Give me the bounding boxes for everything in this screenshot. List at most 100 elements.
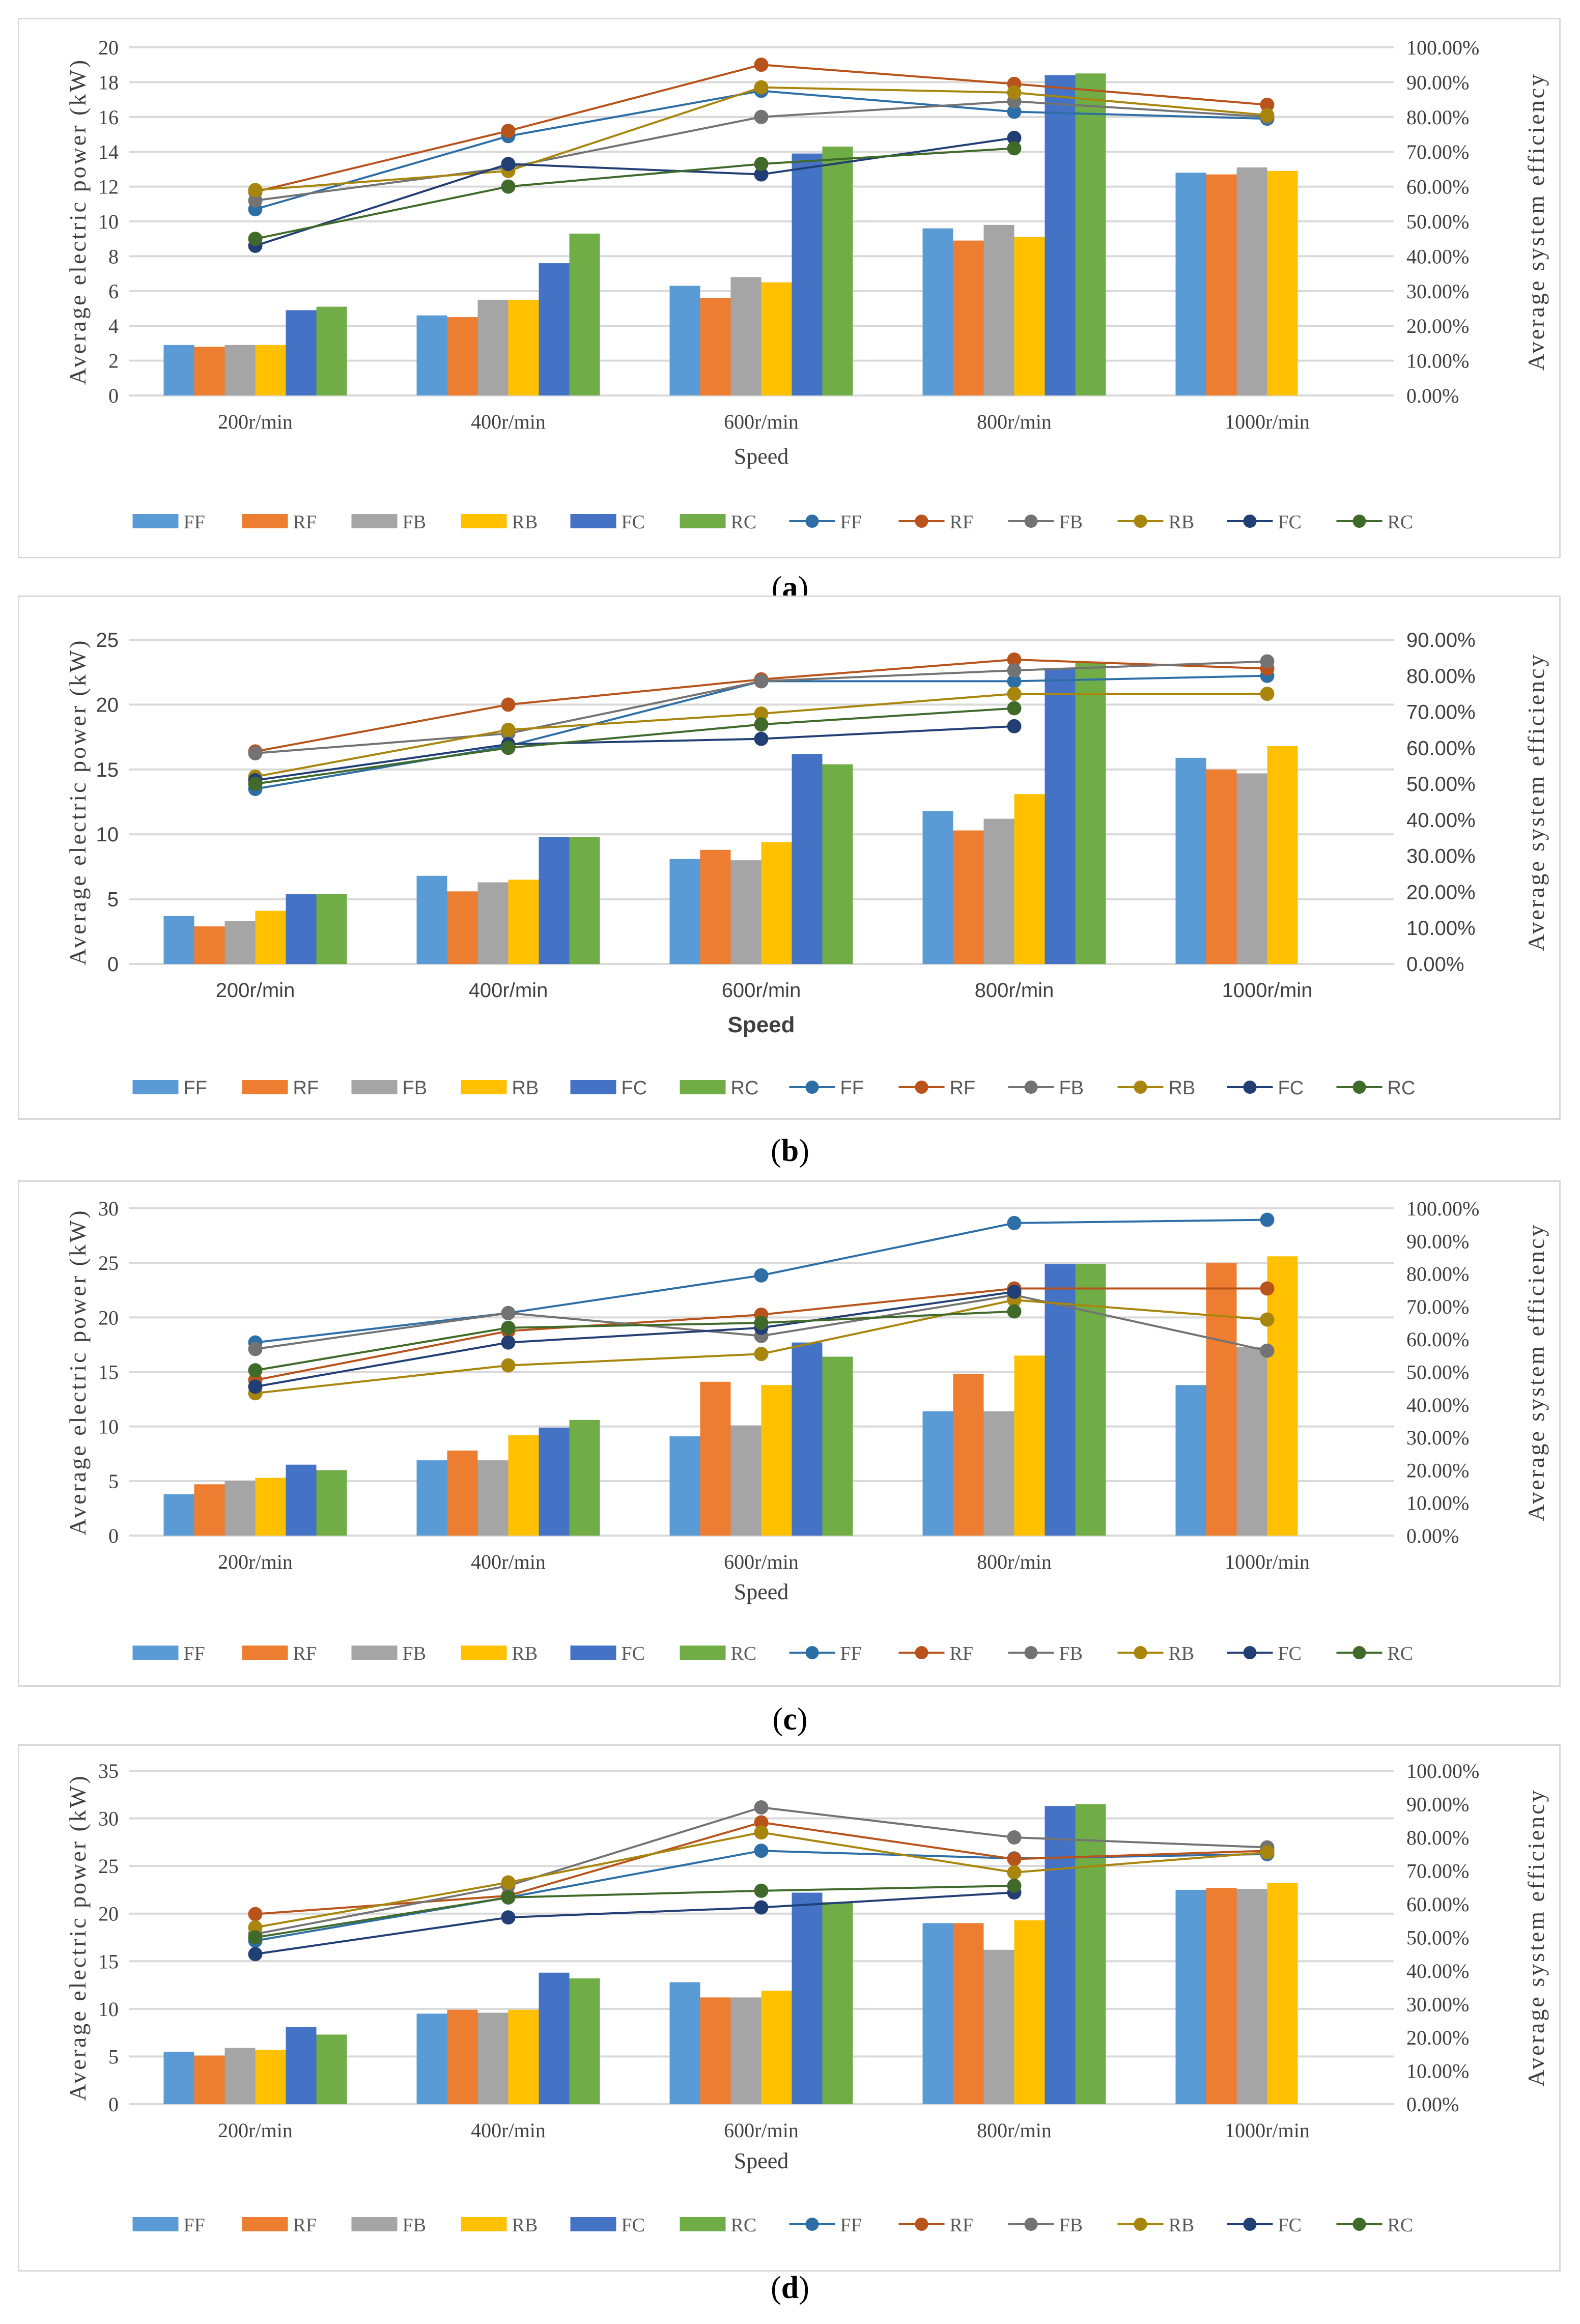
y2-tick-label: 60.00%	[1406, 737, 1476, 759]
marker-fc	[754, 167, 769, 182]
y2-axis-title: Average system efficiency	[1523, 72, 1549, 371]
bar-rb	[1267, 1256, 1298, 1536]
bar-rf	[447, 317, 478, 395]
y2-tick-label: 30.00%	[1406, 280, 1469, 303]
y-tick-label: 8	[108, 245, 119, 268]
y-tick-label: 10	[96, 824, 119, 846]
y-tick-label: 15	[98, 1361, 119, 1384]
bar-ff	[163, 2052, 194, 2104]
bar-ff	[1175, 173, 1206, 395]
y2-tick-label: 20.00%	[1406, 881, 1476, 903]
bar-rb	[255, 911, 286, 964]
x-tick-label: 400r/min	[469, 979, 548, 1002]
caption-d: (d)	[771, 2271, 809, 2305]
marker-rc	[501, 179, 516, 194]
legend-marker	[1243, 1646, 1257, 1659]
bar-fb	[983, 1949, 1014, 2104]
y-tick-label: 25	[98, 1855, 119, 1878]
y2-tick-label: 90.00%	[1406, 1230, 1469, 1253]
y-tick-label: 5	[107, 889, 119, 911]
bar-fc	[1045, 1806, 1076, 2104]
legend-marker	[1134, 515, 1147, 528]
y2-axis-title: Average system efficiency	[1523, 1223, 1549, 1521]
x-tick-label: 600r/min	[722, 979, 801, 1002]
legend-marker	[1024, 1081, 1038, 1094]
legend-label: RB	[512, 2215, 538, 2236]
x-tick-label: 200r/min	[218, 410, 293, 433]
bar-rf	[700, 1997, 731, 2104]
marker-rf	[501, 697, 516, 712]
legend-marker	[1134, 1646, 1147, 1659]
legend-label: FF	[184, 1643, 205, 1664]
bar-rb	[508, 2009, 539, 2104]
legend-marker	[1134, 1081, 1147, 1094]
x-tick-label: 400r/min	[471, 410, 546, 433]
marker-rb	[1007, 687, 1022, 701]
legend-label: RF	[950, 2215, 973, 2236]
marker-rc	[501, 1320, 516, 1335]
bar-fc	[539, 263, 570, 395]
legend-bar-swatch	[242, 1080, 288, 1094]
marker-rc	[1007, 1878, 1022, 1893]
y2-tick-label: 40.00%	[1406, 809, 1476, 832]
marker-rb	[1260, 1312, 1275, 1327]
bar-fc	[286, 1464, 317, 1536]
x-tick-label: 1000r/min	[1225, 410, 1310, 433]
bar-fb	[983, 818, 1014, 964]
y-tick-label: 25	[98, 1252, 119, 1274]
y-tick-label: 10	[98, 1415, 119, 1438]
y-tick-label: 0	[108, 384, 119, 407]
bar-rb	[761, 282, 792, 395]
marker-rb	[754, 1825, 769, 1840]
y2-tick-label: 70.00%	[1406, 1860, 1469, 1883]
bar-rf	[953, 830, 984, 964]
bar-fb	[730, 1997, 761, 2104]
bar-fb	[730, 277, 761, 395]
marker-rb	[1007, 85, 1022, 100]
legend-marker	[915, 1081, 928, 1094]
y2-tick-label: 20.00%	[1406, 1459, 1469, 1482]
bar-rf	[1206, 1263, 1237, 1536]
y-axis-title: Average electric power (kW)	[65, 1774, 91, 2101]
y2-tick-label: 70.00%	[1406, 140, 1469, 163]
legend-label: RC	[1388, 1643, 1414, 1664]
legend-label: RB	[1169, 1643, 1195, 1664]
y-tick-label: 20	[98, 1903, 119, 1925]
y2-tick-label: 80.00%	[1406, 665, 1476, 688]
legend-marker	[1243, 1081, 1257, 1094]
bar-fc	[1045, 75, 1076, 396]
x-tick-label: 1000r/min	[1222, 979, 1313, 1002]
y2-tick-label: 0.00%	[1406, 1524, 1459, 1547]
bar-fc	[539, 1972, 570, 2104]
bar-fc	[539, 1427, 570, 1536]
bar-fb	[983, 224, 1014, 395]
y2-tick-label: 10.00%	[1406, 917, 1476, 940]
caption-b-letter: b	[781, 1133, 799, 1168]
bar-rf	[447, 891, 478, 964]
legend-label: RF	[293, 1643, 317, 1664]
y2-tick-label: 80.00%	[1406, 106, 1469, 129]
bar-rf	[194, 2055, 225, 2104]
y-tick-label: 4	[108, 315, 119, 337]
marker-rc	[248, 1363, 263, 1378]
legend-bar-swatch	[680, 2217, 726, 2231]
legend-label: FC	[1278, 512, 1302, 533]
y-tick-label: 20	[98, 1306, 119, 1329]
y-tick-label: 10	[98, 1998, 119, 2021]
y-tick-label: 0	[107, 953, 119, 976]
legend-bar-swatch	[680, 1646, 726, 1660]
legend-marker	[1134, 2218, 1147, 2231]
marker-rc	[248, 232, 263, 246]
chart-c: 0 5 10 15 20 25 30 0.00% 10.00% 20.00% 30.00% 40.00…	[18, 1180, 1561, 1687]
bar-ff	[416, 315, 447, 395]
bar-ff	[416, 1460, 447, 1536]
bar-rf	[953, 240, 984, 395]
bar-fb	[477, 1460, 509, 1536]
bar-fb	[477, 882, 509, 964]
bar-rb	[761, 1991, 792, 2104]
marker-fc	[1007, 719, 1022, 733]
y2-tick-label: 40.00%	[1406, 1960, 1469, 1982]
marker-rc	[754, 717, 769, 732]
x-tick-label: 600r/min	[724, 1550, 799, 1573]
bar-ff	[922, 1923, 953, 2104]
